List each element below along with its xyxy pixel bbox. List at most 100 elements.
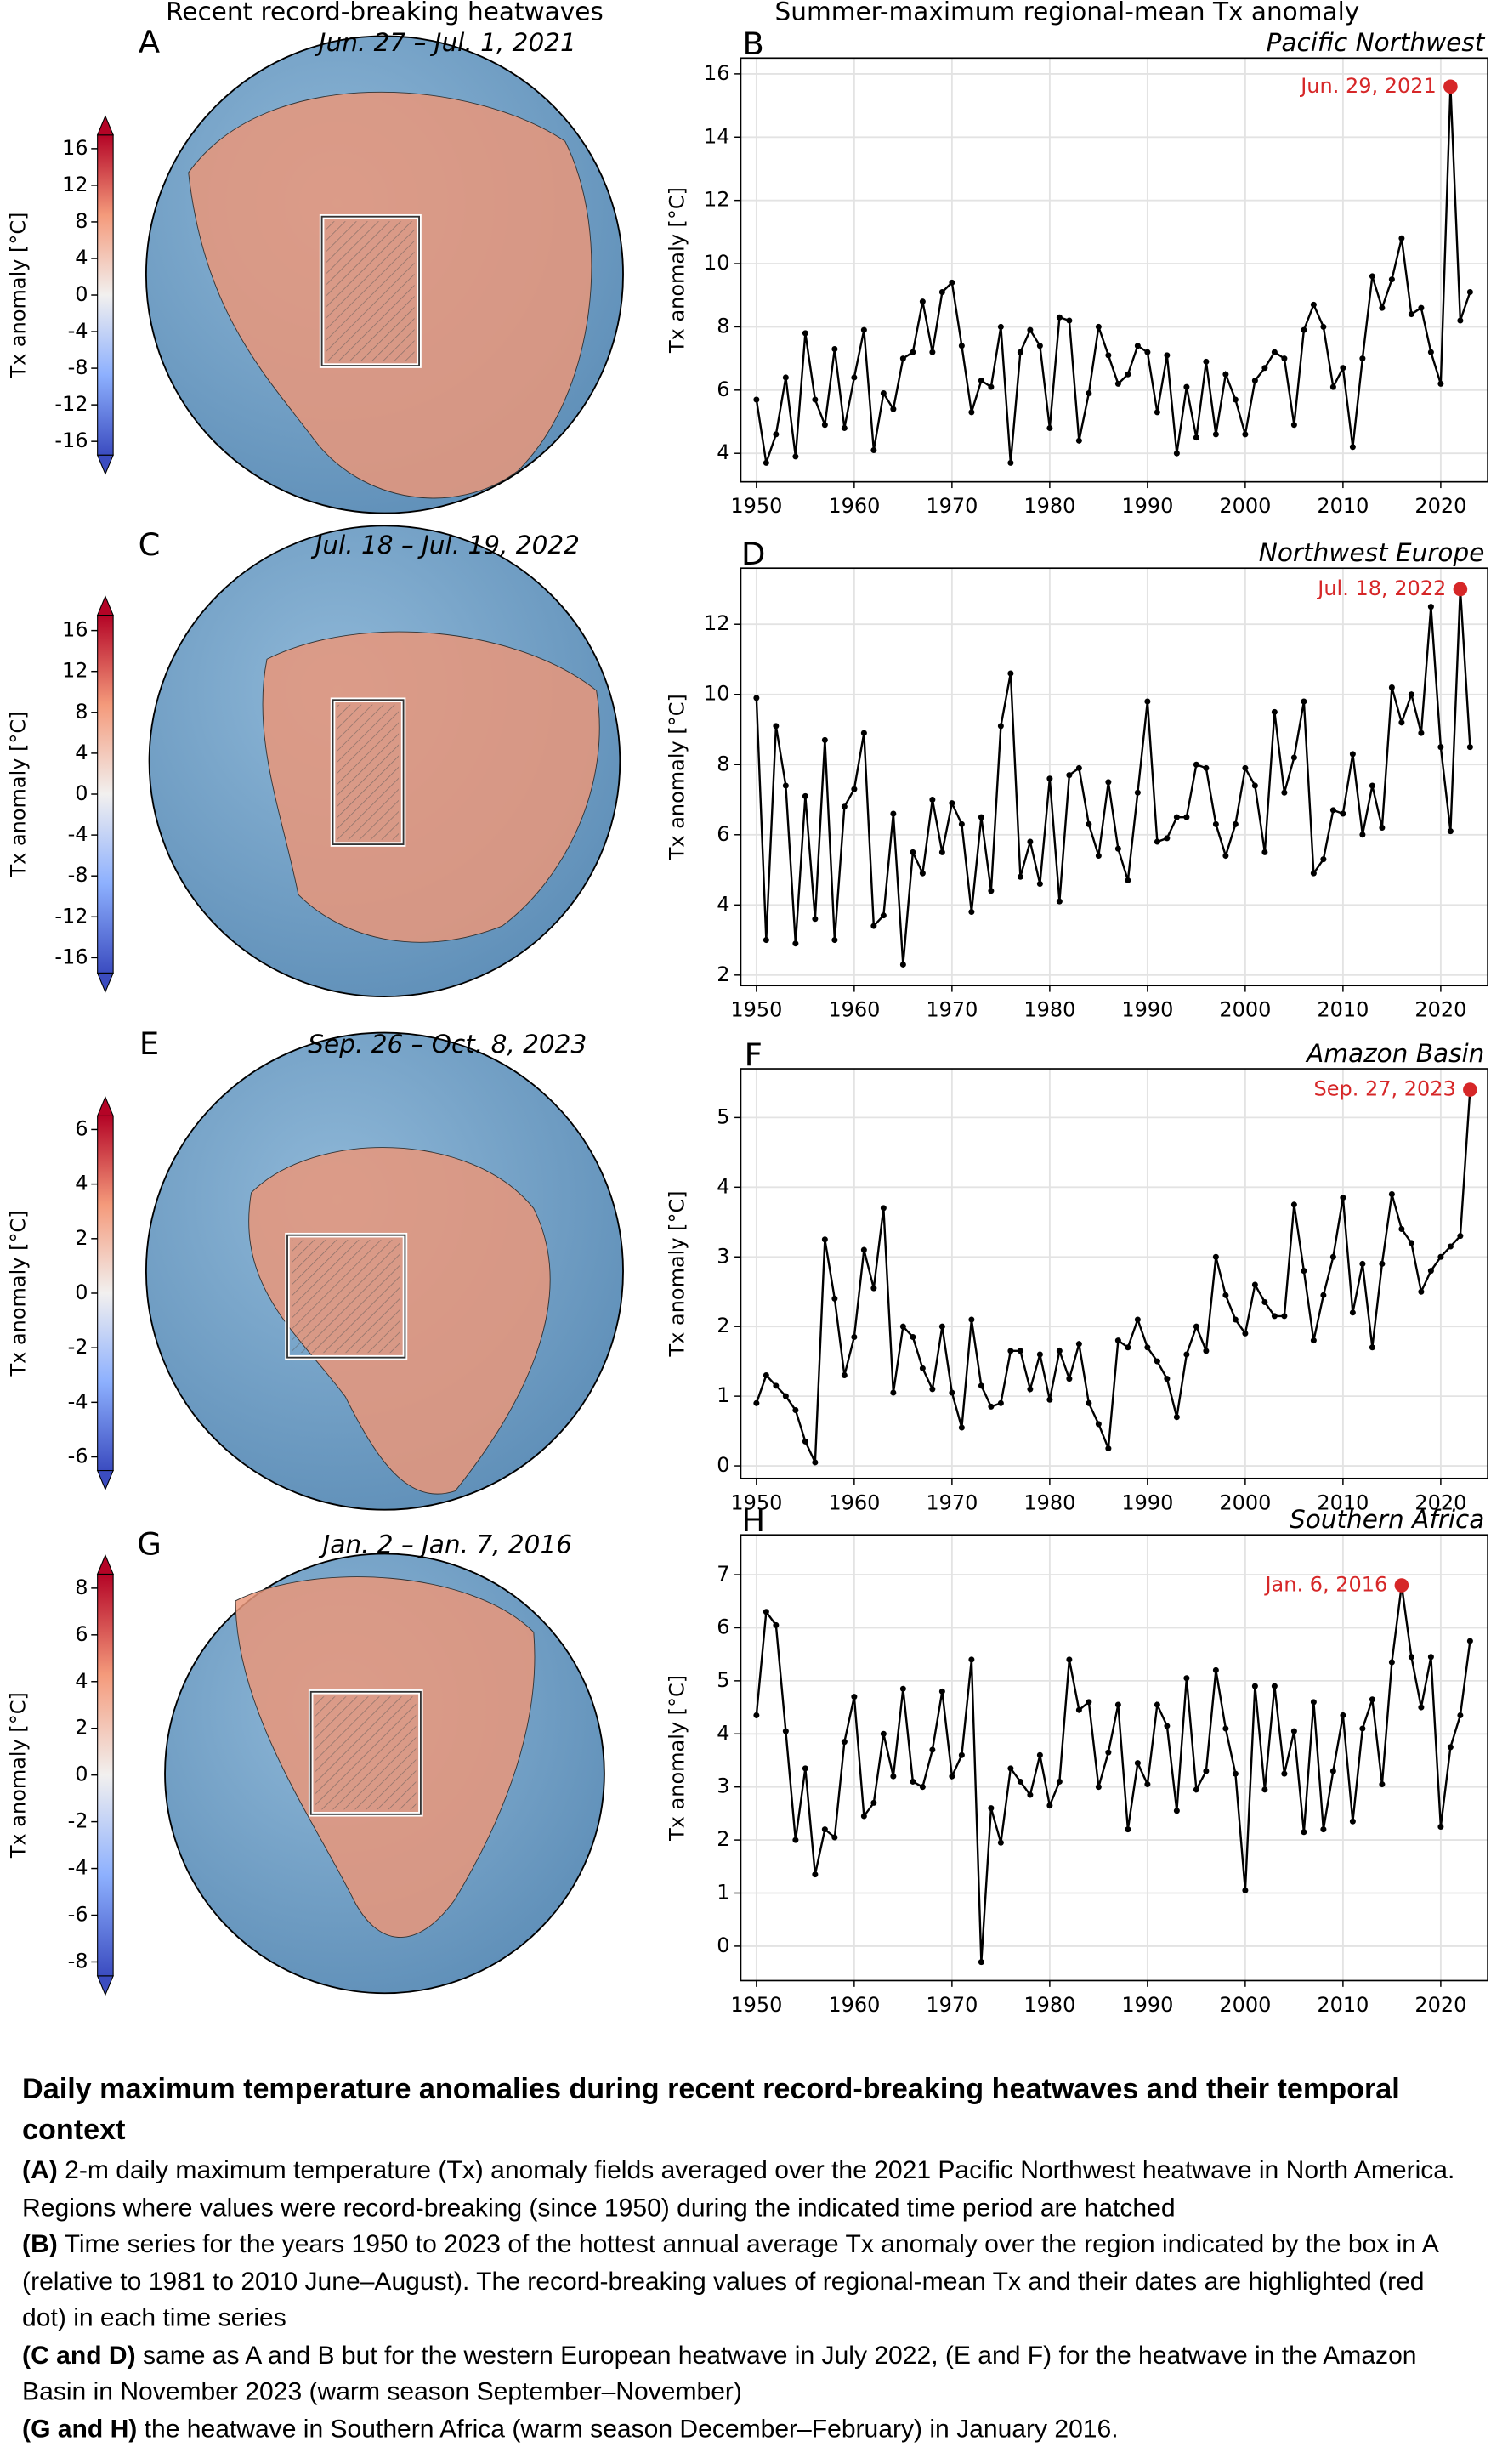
colorbar-tick-label: -4 xyxy=(68,1856,88,1880)
series-marker xyxy=(841,1739,848,1746)
x-tick-label: 2020 xyxy=(1414,998,1466,1022)
series-marker xyxy=(1095,1421,1102,1428)
y-tick-label: 2 xyxy=(717,1827,729,1851)
record-marker xyxy=(1394,1578,1409,1593)
colorbar-tick-label: -4 xyxy=(68,319,88,343)
caption-box: Daily maximum temperature anomalies duri… xyxy=(22,2069,1473,2449)
series-marker xyxy=(1164,1376,1171,1382)
series-marker xyxy=(880,1205,887,1212)
series-marker xyxy=(997,323,1004,330)
series-marker xyxy=(1193,761,1199,768)
series-marker xyxy=(1242,1887,1249,1893)
series-marker xyxy=(1408,1240,1414,1246)
caption: Daily maximum temperature anomalies duri… xyxy=(22,2069,1473,2449)
series-marker xyxy=(1369,1344,1375,1351)
series-marker xyxy=(1036,343,1043,349)
panel-letter: D xyxy=(741,536,765,572)
chart-title: Northwest Europe xyxy=(1259,538,1485,567)
x-tick-label: 1960 xyxy=(828,1993,880,2017)
x-tick-label: 2000 xyxy=(1219,998,1271,1022)
colorbar-extend xyxy=(96,1470,114,1491)
series-marker xyxy=(782,374,789,381)
series-marker xyxy=(1173,450,1180,457)
series-marker xyxy=(1183,814,1190,820)
x-tick-label: 1980 xyxy=(1023,494,1075,518)
series-marker xyxy=(1105,779,1112,786)
series-marker xyxy=(1086,1399,1092,1406)
series-marker xyxy=(831,937,838,944)
series-marker xyxy=(949,1389,955,1396)
series-marker xyxy=(782,1728,789,1734)
series-marker xyxy=(1242,764,1249,771)
series-marker xyxy=(1075,764,1082,771)
series-marker xyxy=(1193,1323,1199,1330)
series-marker xyxy=(958,1751,965,1758)
series-marker xyxy=(1222,1725,1229,1732)
series-marker xyxy=(1154,1701,1160,1708)
series-marker xyxy=(919,1365,926,1371)
series-marker xyxy=(938,1688,945,1695)
y-tick-label: 4 xyxy=(717,892,729,916)
series-marker xyxy=(1095,853,1102,860)
region-hatch xyxy=(315,1696,417,1810)
record-label: Jun. 29, 2021 xyxy=(1299,74,1437,98)
plot-frame xyxy=(740,1068,1488,1479)
y-tick-label: 4 xyxy=(717,1721,729,1745)
x-tick-label: 2000 xyxy=(1219,1490,1271,1514)
map-date: Jan. 2 – Jan. 7, 2016 xyxy=(319,1530,573,1559)
series-marker xyxy=(978,814,984,820)
series-marker xyxy=(1271,1313,1278,1320)
series-line xyxy=(755,1089,1471,1463)
series-marker xyxy=(978,1959,984,1966)
y-axis-label: Tx anomaly [°C] xyxy=(666,1190,689,1357)
series-marker xyxy=(1271,708,1278,715)
colorbar-tick-label: -16 xyxy=(54,945,88,968)
series-marker xyxy=(851,1333,858,1340)
series-marker xyxy=(802,1438,808,1445)
series-marker xyxy=(812,1871,819,1878)
y-tick-label: 5 xyxy=(717,1668,729,1692)
series-marker xyxy=(1164,835,1171,842)
y-tick-label: 4 xyxy=(717,1174,729,1198)
x-tick-label: 1970 xyxy=(926,1490,978,1514)
series-marker xyxy=(938,1323,945,1330)
series-marker xyxy=(1340,1712,1346,1718)
x-tick-label: 2020 xyxy=(1414,1490,1466,1514)
series-marker xyxy=(1251,1683,1258,1689)
x-tick-label: 2010 xyxy=(1317,1490,1369,1514)
series-marker xyxy=(1007,1348,1014,1354)
series-marker xyxy=(1310,1337,1317,1344)
series-marker xyxy=(1222,853,1229,860)
series-marker xyxy=(802,330,808,337)
x-tick-label: 1990 xyxy=(1121,1993,1173,2017)
series-marker xyxy=(1340,1195,1346,1201)
colorbar xyxy=(97,1573,114,1977)
series-marker xyxy=(1301,1829,1307,1836)
series-marker xyxy=(997,1839,1004,1846)
series-marker xyxy=(1017,349,1023,355)
series-marker xyxy=(1329,1253,1336,1260)
colorbar-tick-label: 6 xyxy=(75,1622,88,1646)
series-marker xyxy=(860,730,867,736)
x-tick-label: 1950 xyxy=(730,998,782,1022)
series-marker xyxy=(1329,383,1336,390)
series-marker xyxy=(812,396,819,403)
chart-title: Southern Africa xyxy=(1290,1505,1484,1534)
series-marker xyxy=(1144,1781,1151,1788)
series-marker xyxy=(1427,1268,1434,1275)
record-label: Sep. 27, 2023 xyxy=(1314,1077,1456,1101)
series-marker xyxy=(968,409,975,416)
colorbar-tick-label: 0 xyxy=(75,1280,88,1304)
series-marker xyxy=(1027,838,1034,845)
series-marker xyxy=(1017,1778,1023,1785)
series-marker xyxy=(1271,349,1278,355)
series-marker xyxy=(1222,1292,1229,1298)
series-marker xyxy=(1290,422,1297,429)
caption-label: (C and D) xyxy=(22,2341,136,2370)
plot-frame xyxy=(740,567,1488,987)
series-marker xyxy=(1427,1654,1434,1661)
series-marker xyxy=(753,396,760,403)
x-tick-label: 1970 xyxy=(926,998,978,1022)
series-marker xyxy=(1183,383,1190,390)
x-tick-label: 2010 xyxy=(1317,998,1369,1022)
